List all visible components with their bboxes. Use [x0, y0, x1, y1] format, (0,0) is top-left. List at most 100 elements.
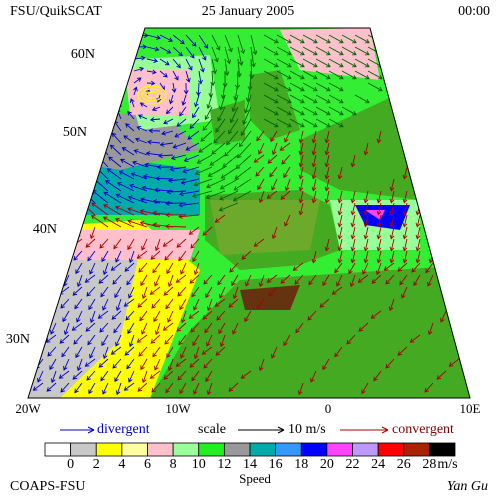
wind-vector [162, 238, 174, 247]
wind-vector [138, 346, 148, 357]
wind-vector [159, 58, 170, 66]
wind-vector [453, 262, 460, 275]
wind-vector [28, 110, 33, 132]
wind-vector [441, 250, 447, 264]
wind-vector [153, 310, 161, 323]
colorbar-tick-label: 24 [371, 457, 385, 472]
wind-vector [72, 370, 83, 380]
wind-vector [263, 118, 279, 128]
wind-vector [74, 382, 83, 394]
wind-vector [402, 214, 408, 228]
wind-vector [116, 182, 135, 192]
wind-vector [214, 298, 226, 307]
wind-vector [211, 58, 218, 75]
wind-vector [154, 322, 161, 336]
wind-vector [411, 262, 421, 273]
wind-vector [34, 159, 44, 180]
wind-vector [150, 250, 161, 260]
wind-vector [428, 226, 434, 240]
wind-vector [258, 190, 265, 204]
wind-vector [224, 58, 230, 77]
wind-vector [68, 187, 83, 204]
wind-vector [341, 58, 357, 68]
wind-vector [101, 334, 109, 347]
wind-vector [178, 190, 200, 197]
wind-vector [276, 70, 292, 80]
wind-vector [363, 190, 369, 204]
wind-vector [263, 58, 279, 68]
wind-vector [94, 38, 109, 48]
wind-vector [120, 42, 135, 48]
wind-vector [140, 197, 161, 204]
wind-vector [85, 322, 96, 332]
lat-label: 50N [63, 125, 87, 140]
wind-vector [89, 346, 96, 359]
wind-vector [49, 358, 57, 371]
wind-vector [341, 34, 357, 44]
wind-vector [147, 139, 161, 145]
wind-vector [57, 173, 70, 192]
wind-vector [283, 334, 291, 347]
wind-vector [28, 134, 31, 156]
wind-vector [132, 160, 148, 168]
wind-vector [156, 94, 162, 103]
wind-vector [445, 58, 461, 68]
wind-vector [165, 200, 187, 206]
wind-vector [154, 274, 161, 287]
wind-vector [75, 262, 83, 275]
wind-vector [380, 58, 396, 68]
wind-vector [393, 58, 409, 68]
wind-vector [373, 370, 382, 382]
vortex-ring [137, 85, 167, 105]
wind-vector [60, 148, 70, 168]
wind-vector [28, 202, 31, 215]
wind-vector [177, 370, 187, 381]
wind-vector [170, 154, 187, 161]
divergent-arrowhead [87, 426, 95, 434]
wind-vector [138, 262, 148, 273]
wind-vector [198, 46, 207, 61]
wind-vector [308, 274, 317, 286]
lon-label: 10E [460, 401, 481, 416]
wind-vector [73, 250, 83, 261]
wind-vector [72, 286, 83, 296]
wind-vector [111, 132, 122, 144]
wind-vector [28, 190, 31, 201]
wind-vector [109, 144, 122, 156]
wind-vector [130, 172, 148, 180]
wind-vector [113, 322, 122, 334]
wind-vector [89, 116, 96, 132]
wind-vector [167, 178, 187, 183]
wind-vector [233, 178, 252, 191]
wind-vector [29, 52, 41, 72]
wind-vector [294, 274, 304, 285]
wind-vector [72, 150, 83, 168]
wind-vector [258, 274, 265, 288]
wind-vector [176, 118, 187, 127]
wind-vector [419, 94, 435, 104]
wind-vector [164, 250, 174, 261]
wind-vector [178, 214, 200, 219]
wind-vector [322, 358, 330, 371]
wind-vector [94, 49, 107, 60]
wind-vector [363, 214, 369, 228]
wind-vector [178, 250, 187, 262]
wind-vector [28, 298, 31, 312]
wind-vector [276, 58, 292, 68]
map-border [27, 27, 471, 399]
wind-vector [84, 274, 96, 283]
wind-vector [118, 170, 135, 180]
wind-vector [190, 322, 200, 333]
scale-label: scale [198, 422, 226, 437]
wind-vector [328, 70, 344, 80]
wind-vector [70, 162, 83, 180]
wind-vector [81, 28, 98, 36]
wind-vector [209, 154, 226, 166]
wind-vector [208, 82, 214, 98]
wind-vector [237, 46, 244, 67]
wind-vector [52, 111, 58, 132]
wind-vector [228, 298, 239, 308]
wind-vector [152, 199, 174, 204]
colorbar-box [121, 442, 148, 457]
wind-vector [112, 274, 122, 285]
